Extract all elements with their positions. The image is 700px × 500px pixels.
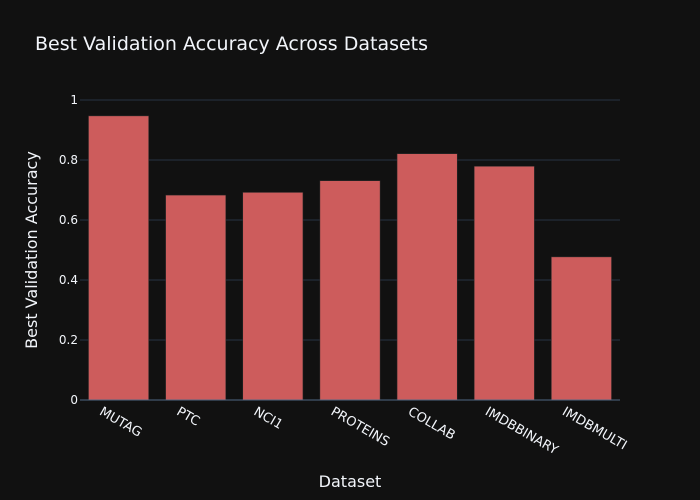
y-tick-label: 0 bbox=[70, 393, 78, 407]
x-tick-label: COLLAB bbox=[405, 404, 457, 443]
bar-collab bbox=[396, 153, 458, 401]
bar-proteins bbox=[319, 180, 381, 401]
bar-ptc bbox=[165, 194, 227, 401]
y-axis-title: Best Validation Accuracy bbox=[22, 151, 41, 349]
bar-imdbmulti bbox=[551, 256, 612, 401]
x-tick-label: PROTEINS bbox=[328, 404, 392, 450]
bar-imdbbinary bbox=[473, 166, 535, 401]
y-tick-label: 0.6 bbox=[59, 213, 78, 227]
bars bbox=[88, 115, 612, 401]
x-tick-labels: MUTAG PTC NCI1 PROTEINS COLLAB IMDBBINARY IMDB… bbox=[97, 404, 630, 458]
bar-nci1 bbox=[242, 192, 304, 401]
bar-mutag bbox=[88, 115, 149, 401]
x-tick-label: MUTAG bbox=[97, 404, 145, 440]
x-tick-label: IMDBBINARY bbox=[482, 404, 560, 458]
y-tick-labels: 0 0.2 0.4 0.6 0.8 1 bbox=[59, 93, 78, 407]
y-tick-label: 0.8 bbox=[59, 153, 78, 167]
x-tick-label: IMDBMULTI bbox=[559, 404, 629, 453]
y-tick-label: 1 bbox=[70, 93, 78, 107]
chart-title: Best Validation Accuracy Across Datasets bbox=[35, 33, 428, 55]
y-tick-label: 0.2 bbox=[59, 333, 78, 347]
x-axis-title: Dataset bbox=[319, 472, 382, 491]
x-tick-label: PTC bbox=[174, 404, 202, 429]
y-tick-label: 0.4 bbox=[59, 273, 78, 287]
x-tick-label: NCI1 bbox=[251, 404, 285, 432]
